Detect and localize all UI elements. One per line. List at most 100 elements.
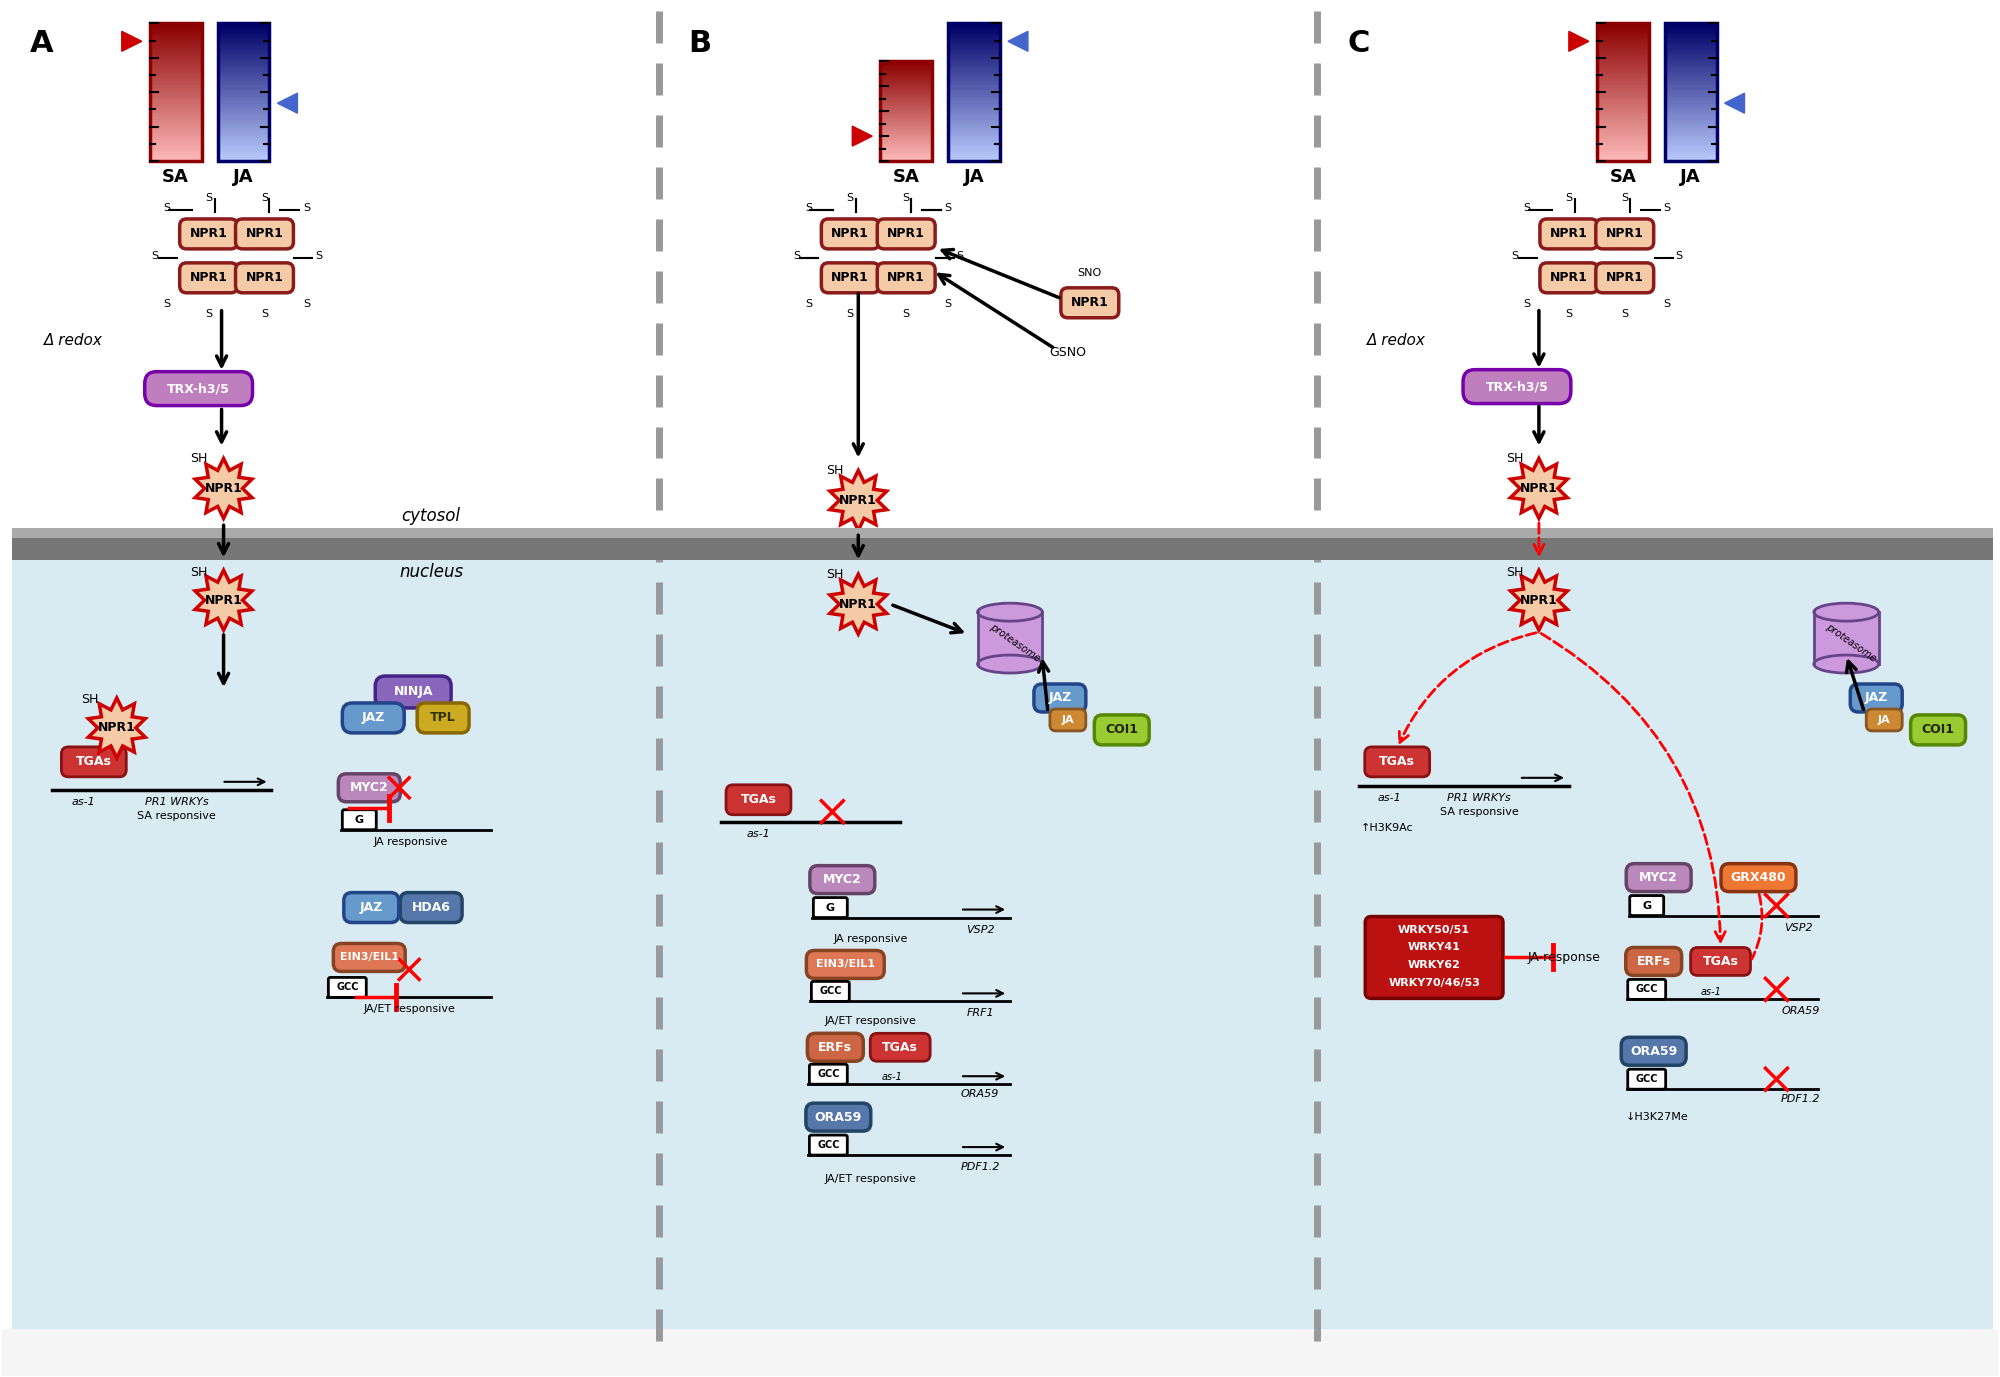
FancyBboxPatch shape bbox=[1628, 979, 1666, 1000]
Bar bbox=[948, 61, 1000, 62]
Bar bbox=[1596, 44, 1648, 47]
Bar bbox=[150, 154, 202, 157]
Text: S: S bbox=[1524, 299, 1530, 308]
Text: MYC2: MYC2 bbox=[1640, 872, 1678, 884]
Bar bbox=[1664, 124, 1716, 127]
FancyBboxPatch shape bbox=[808, 1033, 864, 1062]
Bar bbox=[1596, 116, 1648, 117]
Text: WRKY62: WRKY62 bbox=[1408, 960, 1460, 971]
Bar bbox=[150, 85, 202, 88]
Text: as-1: as-1 bbox=[1378, 793, 1402, 803]
Bar bbox=[948, 54, 1000, 55]
Bar bbox=[1664, 151, 1716, 154]
Bar bbox=[948, 110, 1000, 113]
Text: proteasome: proteasome bbox=[988, 622, 1042, 664]
Text: S: S bbox=[260, 308, 268, 318]
Text: SA: SA bbox=[892, 168, 920, 186]
Text: GCC: GCC bbox=[1636, 1074, 1658, 1084]
Bar bbox=[1596, 136, 1648, 138]
Bar bbox=[218, 113, 270, 116]
Bar bbox=[880, 61, 932, 63]
Bar bbox=[880, 90, 932, 91]
Polygon shape bbox=[88, 698, 146, 757]
Bar bbox=[1664, 81, 1716, 83]
Text: NPR1: NPR1 bbox=[204, 482, 242, 494]
Bar bbox=[150, 51, 202, 54]
Bar bbox=[218, 74, 270, 76]
Bar bbox=[948, 33, 1000, 34]
Bar bbox=[880, 156, 932, 158]
FancyBboxPatch shape bbox=[1364, 746, 1430, 777]
Bar bbox=[2, 1329, 1998, 1376]
Bar bbox=[880, 84, 932, 87]
Bar bbox=[1596, 78, 1648, 81]
Bar bbox=[1596, 134, 1648, 136]
Bar bbox=[218, 23, 270, 161]
Text: PR1 WRKYs: PR1 WRKYs bbox=[144, 797, 208, 807]
Polygon shape bbox=[1724, 94, 1744, 113]
Text: S: S bbox=[1524, 202, 1530, 213]
Bar bbox=[880, 154, 932, 156]
Bar bbox=[1664, 103, 1716, 106]
Text: SNO: SNO bbox=[1078, 269, 1102, 278]
Bar bbox=[218, 72, 270, 74]
Text: GCC: GCC bbox=[818, 1140, 840, 1150]
Bar bbox=[150, 55, 202, 58]
Bar bbox=[948, 134, 1000, 136]
Bar bbox=[218, 81, 270, 83]
Bar bbox=[218, 67, 270, 69]
FancyBboxPatch shape bbox=[1722, 863, 1796, 891]
Bar bbox=[948, 120, 1000, 123]
Bar bbox=[1596, 51, 1648, 54]
Text: JA/ET responsive: JA/ET responsive bbox=[364, 1004, 456, 1015]
Text: JA/ET responsive: JA/ET responsive bbox=[824, 1175, 916, 1184]
Bar bbox=[1664, 67, 1716, 69]
Bar bbox=[218, 62, 270, 65]
Bar bbox=[150, 23, 202, 26]
Text: JA: JA bbox=[1062, 715, 1074, 724]
Text: proteasome: proteasome bbox=[1824, 622, 1878, 664]
Bar bbox=[150, 96, 202, 99]
FancyBboxPatch shape bbox=[806, 1103, 870, 1131]
Bar bbox=[880, 151, 932, 153]
Bar bbox=[218, 41, 270, 44]
Text: S: S bbox=[1566, 193, 1572, 202]
Bar bbox=[880, 81, 932, 83]
Bar bbox=[150, 47, 202, 48]
Bar bbox=[880, 73, 932, 74]
Bar bbox=[1596, 120, 1648, 123]
Bar bbox=[880, 123, 932, 124]
Bar bbox=[150, 81, 202, 83]
Bar bbox=[880, 120, 932, 121]
Text: NPR1: NPR1 bbox=[888, 271, 926, 284]
Bar bbox=[1596, 90, 1648, 92]
Polygon shape bbox=[196, 459, 252, 518]
Text: S: S bbox=[302, 299, 310, 308]
Text: SA: SA bbox=[162, 168, 190, 186]
Text: SA: SA bbox=[1610, 168, 1636, 186]
Ellipse shape bbox=[1814, 603, 1878, 621]
FancyBboxPatch shape bbox=[338, 774, 400, 801]
FancyBboxPatch shape bbox=[870, 1033, 930, 1062]
Bar bbox=[1596, 92, 1648, 95]
Text: TGAs: TGAs bbox=[1380, 756, 1416, 768]
Bar bbox=[948, 124, 1000, 127]
Text: SA responsive: SA responsive bbox=[1440, 807, 1518, 817]
Bar bbox=[1664, 131, 1716, 134]
FancyBboxPatch shape bbox=[328, 978, 366, 997]
Bar bbox=[880, 99, 932, 101]
Text: JA responsive: JA responsive bbox=[374, 837, 448, 847]
Bar bbox=[948, 143, 1000, 145]
Bar bbox=[880, 118, 932, 120]
Bar bbox=[948, 127, 1000, 129]
Text: S: S bbox=[1664, 299, 1670, 308]
Bar bbox=[1596, 81, 1648, 83]
Text: NPR1: NPR1 bbox=[246, 227, 284, 241]
Bar bbox=[948, 145, 1000, 147]
Bar bbox=[1664, 55, 1716, 58]
Bar bbox=[880, 147, 932, 150]
Bar bbox=[1664, 127, 1716, 129]
FancyBboxPatch shape bbox=[1596, 219, 1654, 249]
FancyBboxPatch shape bbox=[1540, 263, 1598, 293]
Text: PR1 WRKYs: PR1 WRKYs bbox=[1448, 793, 1510, 803]
